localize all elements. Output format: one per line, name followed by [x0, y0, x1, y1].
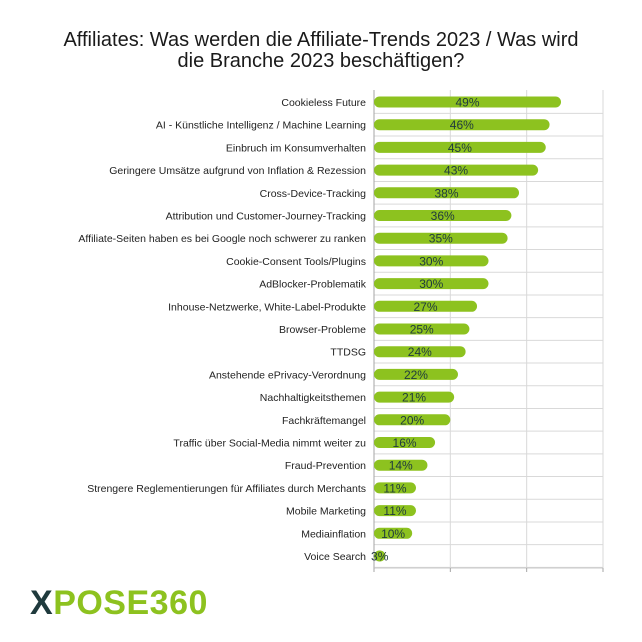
bar: [374, 232, 508, 244]
value-label: 30%: [419, 277, 443, 291]
bar: [374, 391, 455, 403]
value-label: 14%: [389, 459, 413, 473]
bar: [374, 323, 470, 335]
chart-title-line-1: Affiliates: Was werden die Affiliate-Tre…: [63, 29, 579, 51]
category-label: Mediainflation: [301, 528, 366, 540]
bar: [374, 300, 478, 312]
bar: [374, 346, 466, 358]
bar: [374, 278, 489, 290]
value-label: 30%: [419, 254, 443, 268]
bar: [374, 255, 489, 267]
category-label: Attribution und Customer-Journey-Trackin…: [166, 211, 367, 223]
category-label: Cookie-Consent Tools/Plugins: [226, 256, 366, 268]
bar: [374, 96, 562, 108]
category-label: Mobile Marketing: [286, 506, 366, 518]
bar: [374, 164, 539, 176]
value-label: 45%: [448, 141, 472, 155]
value-label: 11%: [383, 481, 406, 495]
category-label: Fraud-Prevention: [285, 460, 366, 472]
category-label: Anstehende ePrivacy-Verordnung: [209, 369, 366, 381]
value-label: 38%: [435, 186, 459, 200]
bar: [374, 368, 458, 380]
bar: [374, 550, 386, 562]
category-label: Cross-Device-Tracking: [260, 188, 367, 200]
bar: [374, 119, 550, 131]
category-label: Affiliate-Seiten haben es bei Google noc…: [78, 233, 366, 245]
category-label: Nachhaltigkeitsthemen: [260, 392, 366, 404]
category-label: Traffic über Social-Media nimmt weiter z…: [173, 438, 366, 450]
category-label: Einbruch im Konsumverhalten: [226, 142, 366, 154]
category-label: AdBlocker-Problematik: [259, 279, 367, 291]
value-label: 25%: [410, 323, 434, 337]
value-label: 49%: [455, 96, 479, 110]
value-label: 22%: [404, 368, 428, 382]
category-label: Browser-Probleme: [279, 324, 366, 336]
bar: [374, 187, 520, 199]
bar: [374, 527, 413, 539]
bar: [374, 437, 436, 448]
logo-mark: X: [30, 584, 54, 622]
value-label: 21%: [402, 391, 426, 405]
category-label: TTDSG: [330, 347, 366, 359]
category-label: Geringere Umsätze aufgrund von Inflation…: [109, 165, 366, 177]
bar: [374, 141, 546, 153]
value-label: 46%: [450, 118, 474, 132]
category-label: AI - Künstliche Intelligenz / Machine Le…: [156, 120, 366, 132]
category-label: Voice Search: [304, 551, 366, 563]
bar: [374, 482, 416, 494]
bar: [374, 414, 451, 426]
category-label: Fachkräftemangel: [282, 415, 366, 427]
value-label: 27%: [414, 300, 438, 314]
value-label: 16%: [393, 436, 417, 450]
value-label: 20%: [400, 413, 424, 427]
bar: [374, 505, 416, 517]
category-label: Strengere Reglementierungen für Affiliat…: [87, 483, 366, 495]
category-label: Inhouse-Netzwerke, White-Label-Produkte: [168, 301, 366, 313]
category-label: Cookieless Future: [281, 97, 366, 109]
chart-title: Affiliates: Was werden die Affiliate-Tre…: [0, 30, 642, 72]
value-label: 43%: [444, 164, 468, 178]
value-label: 24%: [408, 345, 432, 359]
xpose360-logo: XPOSE360: [30, 586, 208, 620]
value-label: 3%: [371, 550, 389, 564]
bar: [374, 210, 512, 221]
chart-title-line-2: die Branche 2023 beschäftigen?: [177, 50, 465, 72]
value-label: 10%: [381, 527, 405, 541]
value-label: 35%: [429, 232, 453, 246]
value-label: 36%: [431, 209, 455, 223]
bar: [374, 459, 428, 471]
value-label: 11%: [383, 504, 406, 518]
logo-text: POSE360: [53, 584, 208, 622]
